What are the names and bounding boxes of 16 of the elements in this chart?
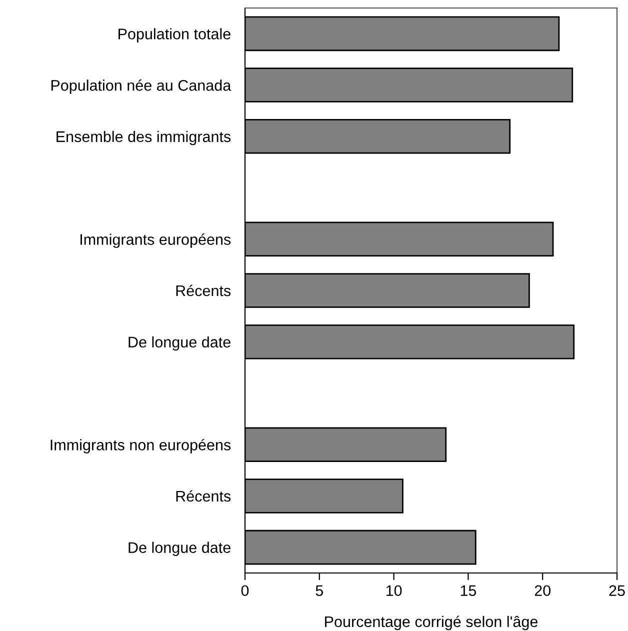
y-tick-label: Immigrants européens <box>80 234 231 248</box>
y-tick-label: Récents <box>176 284 231 296</box>
y-tick-label: Récents <box>176 490 231 502</box>
x-tick-label: 25 <box>609 585 625 596</box>
y-tick-label: Population totale <box>118 28 230 42</box>
y-tick-label: Population née au Canada <box>51 79 232 94</box>
y-tick-label: De longue date <box>128 336 230 351</box>
x-tick-label: 20 <box>534 585 550 596</box>
y-tick-label: Ensemble des immigrants <box>56 130 231 146</box>
x-tick-label: 0 <box>241 585 249 596</box>
x-tick-label: 5 <box>316 585 324 596</box>
x-tick-label: 15 <box>460 585 476 596</box>
x-axis-title: Pourcentage corrigé selon l'âge <box>325 616 538 630</box>
y-tick-label: De longue date <box>128 542 230 556</box>
x-tick-label: 10 <box>386 585 402 596</box>
y-tick-label: Immigrants non européens <box>50 438 231 454</box>
